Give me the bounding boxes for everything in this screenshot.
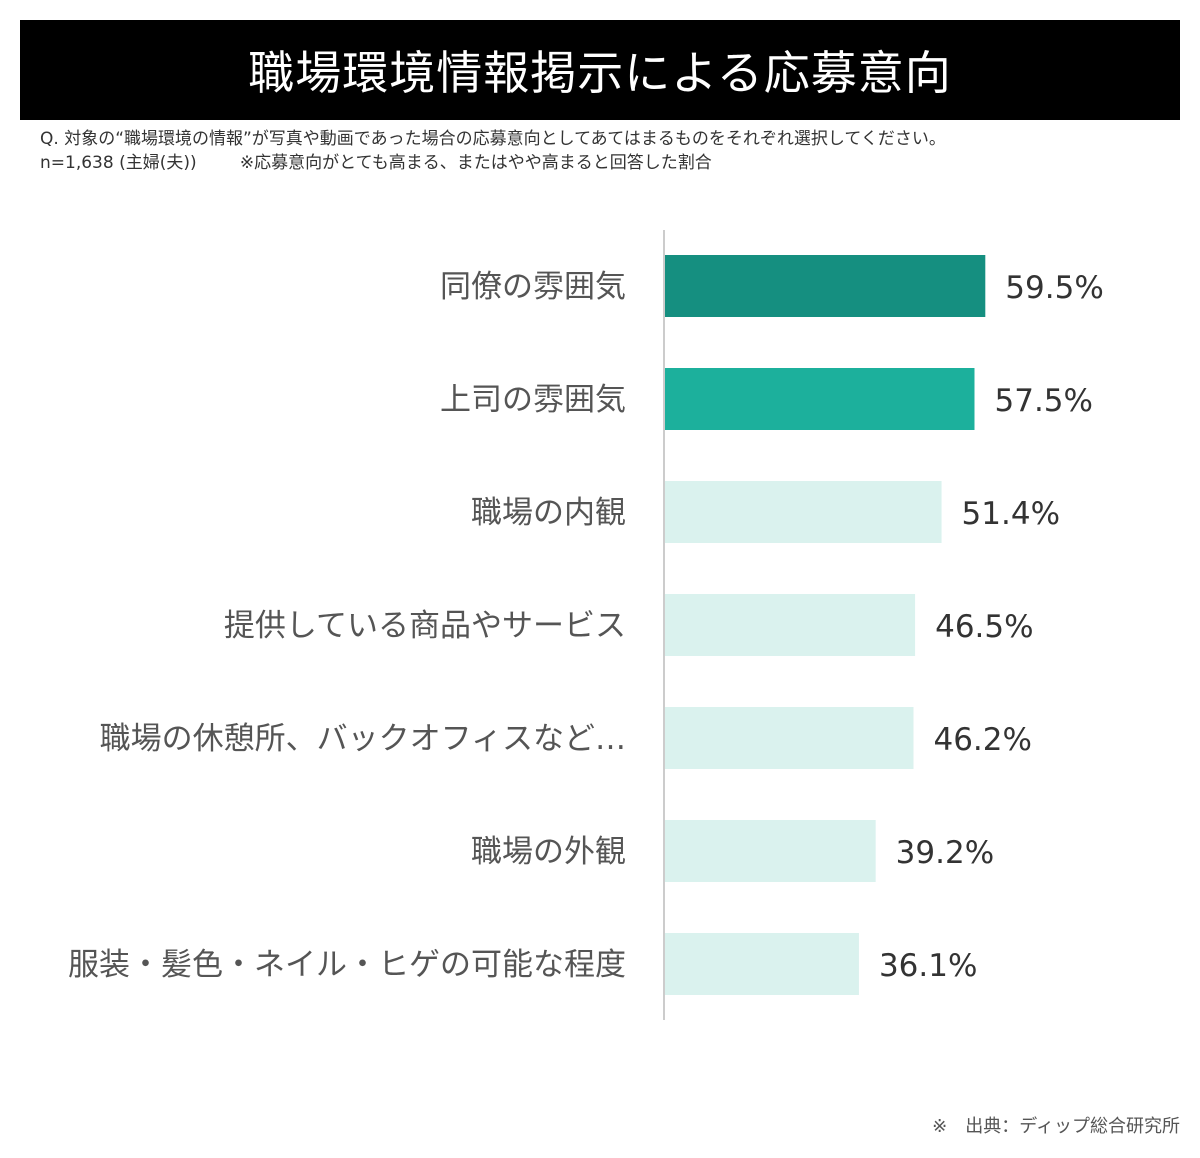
bar-2 [664, 368, 975, 430]
value-label-7: 36.1% [879, 948, 977, 984]
source-credit: ※ 出典：ディップ総合研究所 [932, 1116, 1180, 1137]
answer-note: ※応募意向がとても高まる、またはやや高まると回答した割合 [239, 153, 712, 173]
bar-3 [664, 481, 942, 543]
bar-chart: 同僚の雰囲気 59.5% 上司の雰囲気 57.5% 職場の内観 51.4% 提供している商品… [68, 230, 1104, 1020]
category-label-5: 職場の休憩所、バックオフィスなど… [100, 721, 626, 757]
category-label-7: 服装・髪色・ネイル・ヒゲの可能な程度 [68, 947, 626, 983]
value-label-4: 46.5% [935, 609, 1033, 645]
bar-6 [664, 820, 876, 882]
value-label-5: 46.2% [933, 722, 1031, 758]
value-label-3: 51.4% [962, 496, 1060, 532]
bar-7 [664, 933, 859, 995]
value-label-2: 57.5% [995, 383, 1093, 419]
value-label-6: 39.2% [896, 835, 994, 871]
category-label-1: 同僚の雰囲気 [440, 269, 626, 305]
bar-1 [664, 255, 986, 317]
survey-question: Q. 対象の“職場環境の情報”が写真や動画であった場合の応募意向としてあてはまる… [40, 129, 946, 149]
category-label-4: 提供している商品やサービス [224, 608, 626, 644]
sample-size: n=1,638 (主婦(夫)) [40, 153, 197, 173]
category-label-2: 上司の雰囲気 [440, 382, 626, 418]
category-label-3: 職場の内観 [471, 495, 626, 531]
bar-5 [664, 707, 914, 769]
sample-and-note: n=1,638 (主婦(夫)) ※応募意向がとても高まる、またはやや高まると回答… [40, 152, 1180, 175]
chart-title-bar: 職場環境情報掲示による応募意向 [20, 20, 1180, 120]
value-label-1: 59.5% [1005, 270, 1103, 306]
bar-4 [664, 594, 916, 656]
chart-title: 職場環境情報掲示による応募意向 [248, 46, 952, 100]
category-label-6: 職場の外観 [471, 834, 626, 870]
